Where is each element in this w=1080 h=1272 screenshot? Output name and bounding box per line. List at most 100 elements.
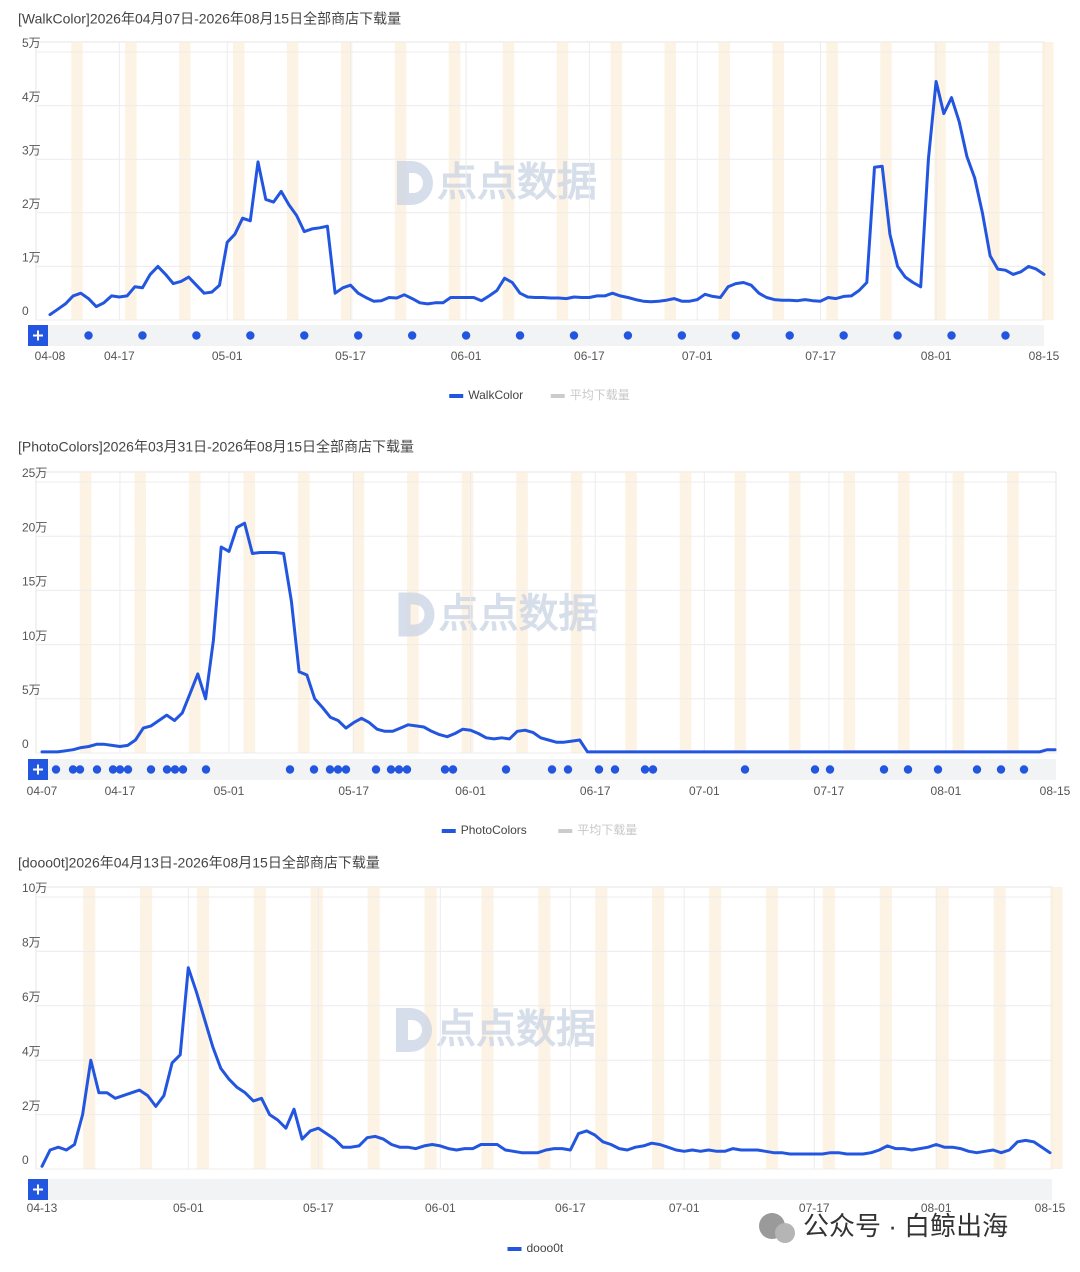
weekend-band: [448, 42, 461, 320]
event-dot: [677, 331, 687, 340]
legend-item[interactable]: 平均下载量: [558, 823, 637, 837]
legend-label: PhotoColors: [461, 823, 527, 837]
event-strip: [36, 759, 1056, 780]
weekend-band: [652, 887, 665, 1169]
event-dot: [933, 765, 943, 774]
x-tick-label: 08-01: [921, 349, 952, 363]
weekend-band: [1042, 42, 1054, 320]
event-dot: [903, 765, 913, 774]
event-dot: [178, 765, 188, 774]
event-dot: [300, 331, 309, 340]
weekend-band: [125, 42, 137, 320]
weekend-band: [952, 472, 965, 753]
event-dot: [740, 765, 750, 774]
weekend-band: [570, 472, 583, 753]
legend-item[interactable]: WalkColor: [449, 388, 523, 402]
y-tick-label: 10万: [22, 881, 47, 895]
event-dot: [394, 765, 404, 774]
x-tick-label: 07-17: [805, 349, 836, 363]
event-dot: [515, 331, 525, 340]
legend-label: 平均下载量: [577, 823, 637, 837]
x-tick-label: 08-15: [1035, 1201, 1066, 1215]
event-dot: [893, 331, 902, 340]
data-line: [48, 80, 1046, 317]
event-dot: [138, 331, 147, 340]
weekend-band: [897, 472, 910, 753]
y-tick-label: 20万: [22, 520, 47, 534]
y-tick-label: 2万: [22, 1099, 41, 1113]
x-tick-label: 04-17: [105, 784, 136, 798]
event-dot: [402, 765, 412, 774]
expand-icon: [33, 330, 43, 341]
event-dot: [461, 331, 471, 340]
watermark: 点点数据: [437, 161, 597, 205]
chart: [PhotoColors]2026年03月31日-2026年08月15日全部商店…: [18, 439, 1071, 837]
x-tick-label: 04-17: [104, 349, 135, 363]
x-tick-label: 05-17: [303, 1201, 334, 1215]
weekend-band: [826, 42, 838, 320]
weekend-band: [1050, 887, 1063, 1169]
weekend-band: [610, 42, 623, 320]
weekend-band: [71, 42, 83, 320]
event-dot: [1019, 765, 1029, 774]
weekend-band: [481, 887, 494, 1169]
weekend-band: [502, 42, 515, 320]
weekend-band: [461, 472, 474, 753]
event-dot: [51, 765, 61, 774]
event-dot: [123, 765, 133, 774]
weekend-band: [664, 42, 677, 320]
y-tick-label: 5万: [22, 36, 41, 50]
event-dot: [731, 331, 740, 340]
event-dot: [610, 765, 620, 774]
x-tick-label: 05-01: [212, 349, 243, 363]
event-dot: [785, 331, 794, 340]
event-dot: [1001, 331, 1010, 340]
legend-label: WalkColor: [468, 388, 523, 402]
event-dot: [68, 765, 78, 774]
legend-item[interactable]: 平均下载量: [550, 388, 630, 402]
event-dot: [170, 765, 180, 774]
event-dot: [341, 765, 351, 774]
event-dot: [407, 331, 417, 340]
legend-item[interactable]: PhotoColors: [441, 823, 527, 837]
event-dot: [879, 765, 889, 774]
weekend-band: [538, 887, 551, 1169]
event-dot: [246, 331, 255, 340]
y-tick-label: 25万: [22, 466, 47, 480]
y-tick-label: 0: [22, 304, 29, 318]
event-dot: [386, 765, 396, 774]
x-tick-label: 07-17: [814, 784, 845, 798]
weekend-band: [340, 42, 353, 320]
x-tick-label: 08-15: [1040, 784, 1071, 798]
x-tick-label: 05-17: [335, 349, 366, 363]
y-tick-label: 4万: [22, 90, 41, 104]
event-dot: [825, 765, 835, 774]
legend-label: 平均下载量: [570, 388, 630, 402]
x-tick-label: 04-07: [27, 784, 58, 798]
weekend-band: [936, 887, 949, 1169]
wechat-icon-2: [775, 1223, 795, 1243]
x-tick-label: 06-01: [425, 1201, 456, 1215]
legend-item[interactable]: dooo0t: [507, 1241, 564, 1255]
event-dot: [92, 765, 102, 774]
expand-icon: [33, 764, 43, 775]
weekend-band: [734, 472, 747, 753]
weekend-band: [993, 887, 1006, 1169]
watermark: 点点数据: [436, 1008, 596, 1052]
event-dot: [115, 765, 125, 774]
event-dot: [371, 765, 381, 774]
event-strip: [36, 325, 1044, 346]
expand-button[interactable]: [28, 325, 48, 346]
expand-button[interactable]: [28, 1179, 48, 1200]
weekend-band: [297, 472, 310, 753]
event-dot: [201, 765, 211, 774]
weekend-band: [765, 887, 779, 1169]
event-dot: [108, 765, 118, 774]
data-line: [40, 521, 1057, 754]
weekend-band: [134, 472, 147, 753]
y-tick-label: 10万: [22, 629, 47, 643]
watermark-logo: [396, 1008, 432, 1052]
event-dot: [594, 765, 604, 774]
expand-button[interactable]: [28, 759, 48, 780]
